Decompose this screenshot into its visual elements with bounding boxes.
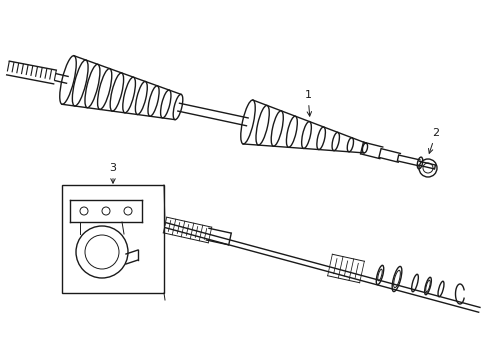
Bar: [62, 185, 163, 293]
Text: 2: 2: [427, 128, 439, 153]
Text: 3: 3: [109, 163, 116, 183]
Text: 1: 1: [304, 90, 311, 116]
